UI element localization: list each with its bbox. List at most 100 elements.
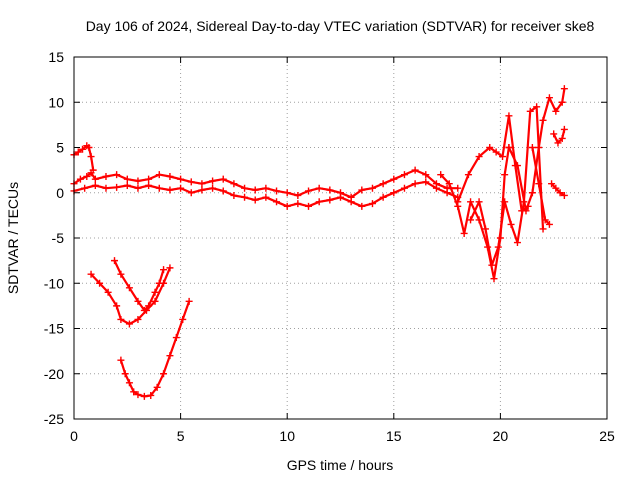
data-point — [89, 166, 97, 174]
data-point — [560, 191, 568, 199]
data-point — [550, 130, 558, 138]
data-point — [177, 184, 185, 192]
data-point — [422, 171, 430, 179]
data-point — [528, 144, 536, 151]
data-point — [262, 193, 270, 201]
data-point — [326, 186, 334, 194]
data-point — [499, 153, 507, 161]
data-point — [460, 229, 468, 237]
data-point — [83, 172, 91, 180]
series-late-trace-4 — [505, 85, 568, 215]
data-point — [241, 184, 249, 192]
series-main-band-lower — [70, 178, 462, 210]
data-point — [305, 202, 313, 210]
data-point — [347, 198, 355, 206]
data-point — [251, 186, 259, 194]
series-main-band-upper — [70, 166, 462, 201]
data-point — [443, 189, 451, 197]
data-point — [558, 98, 566, 106]
series-late-trace-6 — [550, 125, 568, 147]
data-point — [102, 172, 110, 180]
data-point — [558, 134, 566, 142]
y-tick-label: 0 — [56, 185, 64, 201]
data-point — [111, 257, 119, 265]
data-point — [134, 315, 142, 323]
data-point — [494, 243, 502, 251]
data-point — [251, 196, 259, 204]
data-point — [539, 225, 547, 233]
data-point — [526, 107, 534, 115]
data-point — [166, 352, 174, 360]
data-point — [134, 391, 142, 399]
data-point — [76, 175, 84, 183]
y-tick-label: -10 — [44, 275, 64, 291]
data-point — [273, 198, 281, 206]
data-point — [155, 184, 163, 192]
series-line — [89, 266, 171, 326]
data-point — [166, 186, 174, 194]
data-point — [488, 261, 496, 269]
data-point — [535, 144, 543, 151]
data-point — [560, 85, 568, 93]
data-point — [358, 202, 366, 210]
data-point — [368, 200, 376, 208]
data-point — [155, 279, 163, 287]
data-point — [437, 171, 445, 179]
data-point — [153, 383, 161, 391]
data-point — [177, 175, 185, 183]
data-point — [490, 275, 498, 283]
data-point — [481, 225, 489, 233]
data-point — [160, 266, 168, 274]
data-point — [545, 94, 553, 102]
data-point — [134, 297, 142, 305]
x-tick-label: 20 — [493, 428, 509, 444]
data-point — [134, 184, 142, 192]
data-point — [74, 148, 82, 156]
data-point — [125, 320, 133, 328]
data-point — [492, 148, 500, 156]
y-tick-label: -15 — [44, 321, 64, 337]
data-point — [528, 189, 536, 197]
y-tick-label: -20 — [44, 366, 64, 382]
data-point — [187, 178, 195, 186]
data-point — [400, 171, 408, 179]
data-point — [151, 297, 159, 305]
data-point — [294, 191, 302, 199]
data-point — [379, 193, 387, 201]
data-point — [513, 239, 521, 247]
data-point — [315, 184, 323, 192]
y-tick-label: 5 — [56, 140, 64, 156]
series-line — [113, 259, 165, 312]
data-point — [554, 139, 562, 147]
data-point — [507, 220, 515, 228]
data-point — [535, 180, 543, 188]
series-late-trace-5 — [528, 144, 553, 228]
data-point — [87, 270, 95, 278]
data-point — [541, 216, 549, 224]
series-arc-3 — [117, 297, 193, 400]
data-point — [147, 391, 155, 399]
data-point — [522, 207, 530, 215]
data-point — [198, 186, 206, 194]
series-late-trace-7 — [548, 180, 568, 199]
series-arc-1 — [87, 264, 174, 328]
x-tick-label: 5 — [177, 428, 185, 444]
data-point — [533, 103, 541, 111]
data-point — [556, 189, 564, 197]
data-point — [125, 379, 133, 387]
data-point — [475, 216, 483, 224]
data-point — [113, 302, 121, 310]
data-point — [187, 189, 195, 197]
data-point — [445, 180, 453, 188]
data-point — [91, 175, 99, 183]
axis-ticks: 0 5 10 15 20 25 15 10 5 0 -5 -10 -15 -20 -25 — [44, 49, 615, 444]
data-point — [125, 284, 133, 292]
data-point — [467, 216, 475, 224]
data-point — [172, 334, 180, 342]
data-point — [400, 184, 408, 192]
data-point — [166, 172, 174, 180]
data-point — [230, 191, 238, 199]
data-point — [467, 198, 475, 206]
data-point — [358, 186, 366, 194]
y-axis-label: SDTVAR / TECUs — [5, 182, 21, 294]
